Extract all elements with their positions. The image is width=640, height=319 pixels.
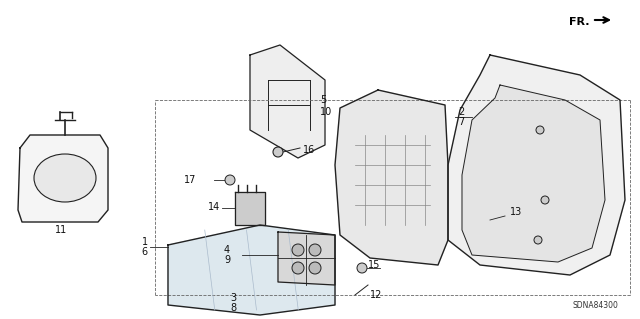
Text: 4: 4 — [224, 245, 230, 255]
Text: 14: 14 — [208, 202, 220, 212]
Text: FR.: FR. — [570, 17, 590, 27]
Circle shape — [541, 196, 549, 204]
Circle shape — [309, 262, 321, 274]
Polygon shape — [18, 135, 108, 222]
Circle shape — [292, 262, 304, 274]
Polygon shape — [448, 55, 625, 275]
Text: SDNA84300: SDNA84300 — [572, 300, 618, 309]
Text: 13: 13 — [510, 207, 522, 217]
Text: 6: 6 — [142, 247, 148, 257]
Text: 1: 1 — [142, 237, 148, 247]
Ellipse shape — [34, 154, 96, 202]
Text: 2: 2 — [458, 107, 464, 117]
Text: 11: 11 — [55, 225, 67, 235]
Text: 16: 16 — [303, 145, 316, 155]
Text: 7: 7 — [458, 117, 464, 127]
Text: 10: 10 — [320, 107, 332, 117]
Text: 8: 8 — [230, 303, 236, 313]
Polygon shape — [462, 85, 605, 262]
Polygon shape — [168, 225, 335, 315]
Circle shape — [534, 236, 542, 244]
Circle shape — [273, 147, 283, 157]
Polygon shape — [235, 192, 265, 225]
Text: 9: 9 — [224, 255, 230, 265]
Text: 17: 17 — [184, 175, 196, 185]
Circle shape — [292, 244, 304, 256]
Text: 5: 5 — [320, 95, 326, 105]
Polygon shape — [250, 45, 325, 158]
Text: 15: 15 — [368, 260, 380, 270]
Circle shape — [225, 175, 235, 185]
Text: 12: 12 — [370, 290, 382, 300]
Circle shape — [357, 263, 367, 273]
Text: 3: 3 — [230, 293, 236, 303]
Polygon shape — [335, 90, 448, 265]
Circle shape — [309, 244, 321, 256]
Circle shape — [536, 126, 544, 134]
Polygon shape — [278, 232, 335, 285]
